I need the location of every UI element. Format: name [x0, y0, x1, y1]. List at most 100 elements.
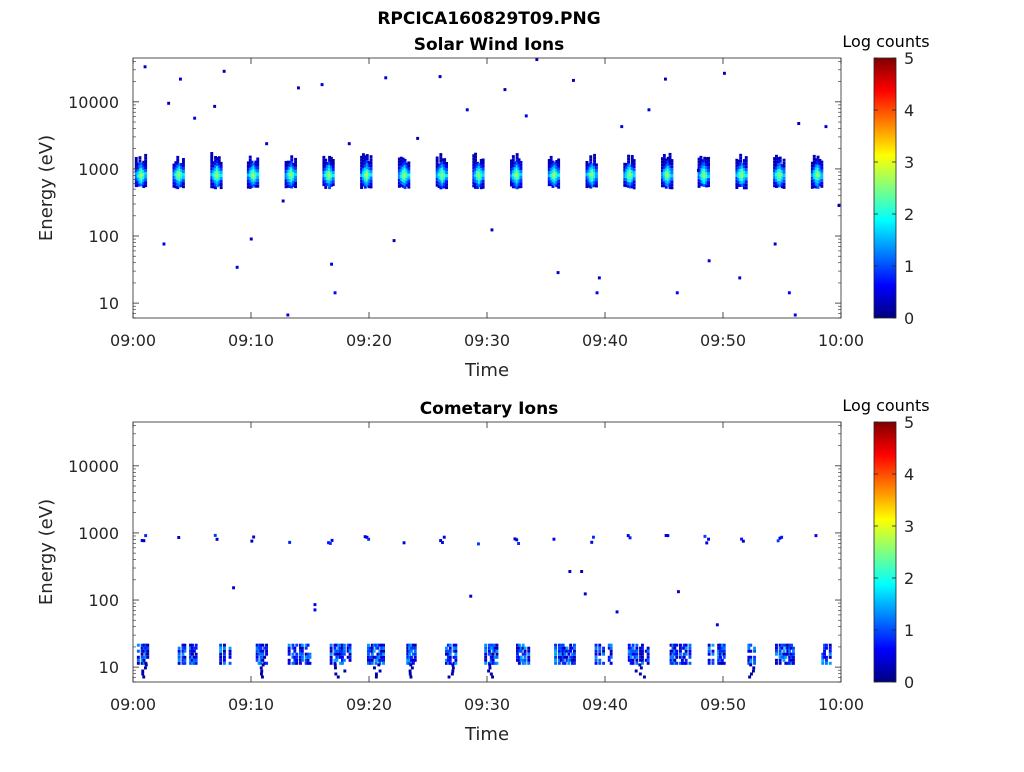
band-cell: [641, 655, 644, 659]
burst-cell: [405, 171, 409, 175]
band-cell: [688, 643, 692, 647]
band-cell: [259, 643, 263, 647]
burst-cell: [595, 166, 598, 170]
scatter-cell: [535, 58, 539, 61]
burst-cell: [472, 160, 476, 164]
band-cell: [342, 646, 346, 650]
burst-cell: [407, 182, 411, 186]
band-cell: [177, 655, 181, 659]
burst-cell: [360, 170, 363, 174]
burst-cell: [778, 156, 782, 160]
burst-cell: [214, 156, 217, 159]
band-cell: [719, 646, 722, 650]
band-cell: [446, 661, 450, 665]
band-cell: [823, 652, 826, 656]
burst-cell: [248, 155, 252, 159]
burst-cell: [331, 177, 335, 181]
band-cell: [177, 536, 181, 539]
burst-cell: [775, 160, 778, 164]
band-cell: [409, 663, 413, 667]
burst-cell: [369, 179, 373, 183]
band-cell: [337, 649, 341, 653]
burst-cell: [405, 177, 409, 181]
band-cell: [144, 649, 148, 653]
burst-cell: [292, 181, 296, 184]
panel-solar-wind-ions: 09:00 09:10 09:20 09:30 09:40 09:50 10:0010100…: [36, 32, 930, 381]
burst-cell: [739, 156, 743, 160]
burst-cell: [701, 159, 705, 163]
burst-cell: [591, 175, 595, 179]
band-cell: [346, 655, 350, 659]
band-cell: [194, 643, 198, 647]
band-cell: [747, 658, 751, 662]
band-cell: [228, 661, 232, 665]
band-cell: [557, 649, 561, 653]
burst-cell: [782, 173, 786, 177]
burst-cell: [365, 154, 369, 158]
band-cell: [406, 643, 410, 647]
burst-cell: [595, 184, 598, 188]
burst-cell: [328, 174, 331, 177]
band-cell: [177, 652, 181, 656]
burst-cell: [399, 177, 403, 181]
band-cell: [306, 652, 310, 656]
band-cell: [261, 649, 265, 653]
band-cell: [454, 649, 458, 653]
burst-cell: [329, 174, 333, 178]
burst-cell: [324, 170, 328, 174]
burst-cell: [697, 178, 701, 182]
burst-cell: [820, 163, 824, 167]
burst-cell: [136, 174, 140, 178]
burst-cell: [216, 175, 219, 179]
band-cell: [442, 535, 446, 539]
burst-cell: [587, 178, 591, 182]
burst-cell: [256, 184, 260, 188]
band-cell: [373, 666, 376, 670]
scatter-cell: [235, 265, 239, 269]
band-cell: [291, 646, 295, 650]
burst-cell: [629, 164, 632, 168]
burst-cell: [585, 161, 589, 164]
burst-cell: [443, 158, 447, 162]
burst-cell: [142, 172, 146, 176]
burst-cell: [252, 177, 256, 181]
burst-cell: [662, 175, 666, 179]
burst-cell: [182, 161, 185, 164]
scatter-cell: [179, 77, 182, 81]
burst-cell: [284, 179, 288, 183]
burst-cell: [216, 169, 219, 173]
band-cell: [491, 661, 495, 665]
band-cell: [413, 655, 417, 659]
band-cell: [304, 643, 308, 647]
burst-cell: [445, 186, 448, 190]
burst-cell: [219, 180, 223, 183]
band-cell: [489, 652, 493, 656]
burst-cell: [707, 175, 710, 178]
burst-cell: [138, 171, 142, 175]
burst-cell: [286, 169, 290, 173]
band-cell: [335, 652, 339, 656]
burst-cell: [441, 173, 445, 177]
band-cell: [823, 655, 826, 659]
burst-cell: [472, 169, 476, 173]
burst-cell: [138, 180, 142, 184]
burst-cell: [593, 169, 596, 172]
band-cell: [484, 646, 488, 650]
burst-cell: [510, 183, 513, 187]
burst-cell: [331, 168, 335, 171]
colorbar-label: Log counts: [842, 396, 929, 415]
burst-cell: [589, 170, 593, 174]
band-cell: [573, 661, 576, 665]
burst-cell: [553, 183, 557, 187]
burst-cell: [178, 181, 182, 185]
band-cell: [633, 652, 637, 656]
band-cell: [719, 661, 722, 665]
band-cell: [223, 646, 226, 650]
burst-cell: [405, 162, 409, 166]
burst-cell: [812, 173, 816, 176]
band-cell: [337, 655, 341, 659]
burst-cell: [210, 176, 214, 180]
burst-cell: [142, 175, 146, 179]
burst-cell: [515, 159, 519, 163]
burst-cell: [555, 178, 559, 182]
